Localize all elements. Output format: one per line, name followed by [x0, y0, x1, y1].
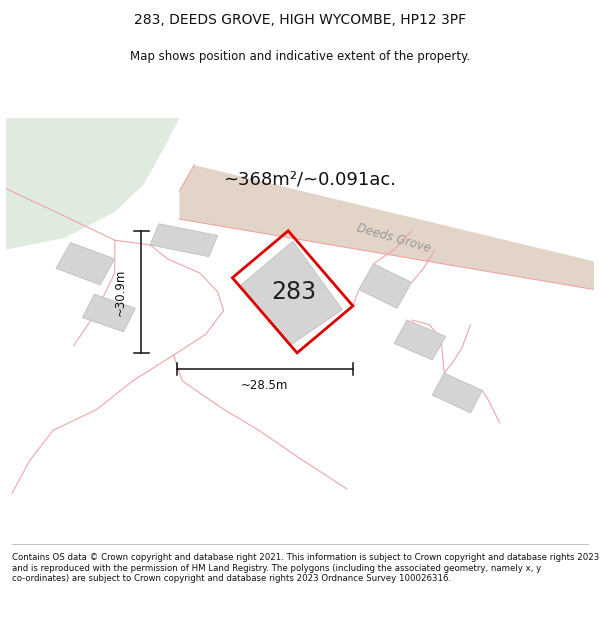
- Text: Contains OS data © Crown copyright and database right 2021. This information is : Contains OS data © Crown copyright and d…: [12, 553, 599, 583]
- Text: ~28.5m: ~28.5m: [241, 379, 289, 392]
- Text: 283, DEEDS GROVE, HIGH WYCOMBE, HP12 3PF: 283, DEEDS GROVE, HIGH WYCOMBE, HP12 3PF: [134, 13, 466, 27]
- Polygon shape: [82, 294, 136, 332]
- Polygon shape: [241, 241, 343, 346]
- Polygon shape: [179, 165, 594, 289]
- Text: 283: 283: [272, 280, 317, 304]
- Polygon shape: [56, 242, 115, 285]
- Polygon shape: [359, 264, 412, 308]
- Text: Deeds Grove: Deeds Grove: [356, 221, 433, 254]
- Polygon shape: [394, 320, 446, 360]
- Polygon shape: [432, 373, 482, 413]
- Text: ~368m²/~0.091ac.: ~368m²/~0.091ac.: [224, 170, 397, 188]
- Text: ~30.9m: ~30.9m: [114, 268, 127, 316]
- Polygon shape: [150, 224, 218, 257]
- Polygon shape: [6, 118, 179, 249]
- Text: Map shows position and indicative extent of the property.: Map shows position and indicative extent…: [130, 49, 470, 62]
